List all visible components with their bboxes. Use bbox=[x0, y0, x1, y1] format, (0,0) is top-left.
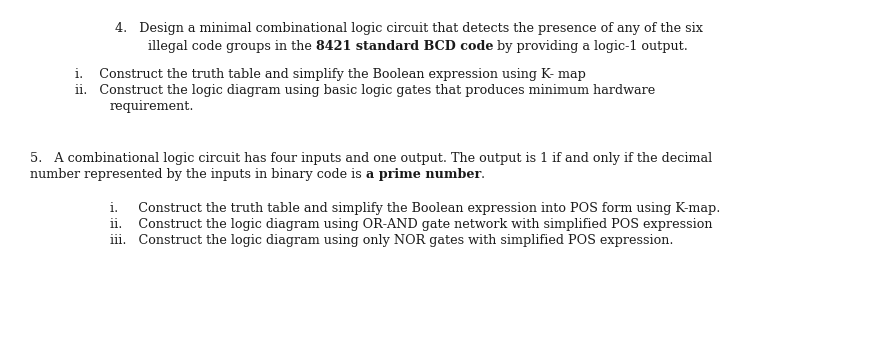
Text: ii.    Construct the logic diagram using OR-AND gate network with simplified POS: ii. Construct the logic diagram using OR… bbox=[110, 218, 711, 231]
Text: ii.   Construct the logic diagram using basic logic gates that produces minimum : ii. Construct the logic diagram using ba… bbox=[75, 84, 655, 97]
Text: iii.   Construct the logic diagram using only NOR gates with simplified POS expr: iii. Construct the logic diagram using o… bbox=[110, 234, 672, 247]
Text: by providing a logic-1 output.: by providing a logic-1 output. bbox=[493, 40, 688, 53]
Text: requirement.: requirement. bbox=[110, 100, 194, 113]
Text: 8421 standard BCD code: 8421 standard BCD code bbox=[315, 40, 493, 53]
Text: 4.   Design a minimal combinational logic circuit that detects the presence of a: 4. Design a minimal combinational logic … bbox=[115, 22, 703, 35]
Text: i.     Construct the truth table and simplify the Boolean expression into POS fo: i. Construct the truth table and simplif… bbox=[110, 202, 719, 215]
Text: a prime number: a prime number bbox=[365, 168, 480, 181]
Text: number represented by the inputs in binary code is: number represented by the inputs in bina… bbox=[30, 168, 365, 181]
Text: .: . bbox=[480, 168, 485, 181]
Text: 5.   A combinational logic circuit has four inputs and one output. The output is: 5. A combinational logic circuit has fou… bbox=[30, 152, 711, 165]
Text: illegal code groups in the: illegal code groups in the bbox=[148, 40, 315, 53]
Text: i.    Construct the truth table and simplify the Boolean expression using K- map: i. Construct the truth table and simplif… bbox=[75, 68, 586, 81]
